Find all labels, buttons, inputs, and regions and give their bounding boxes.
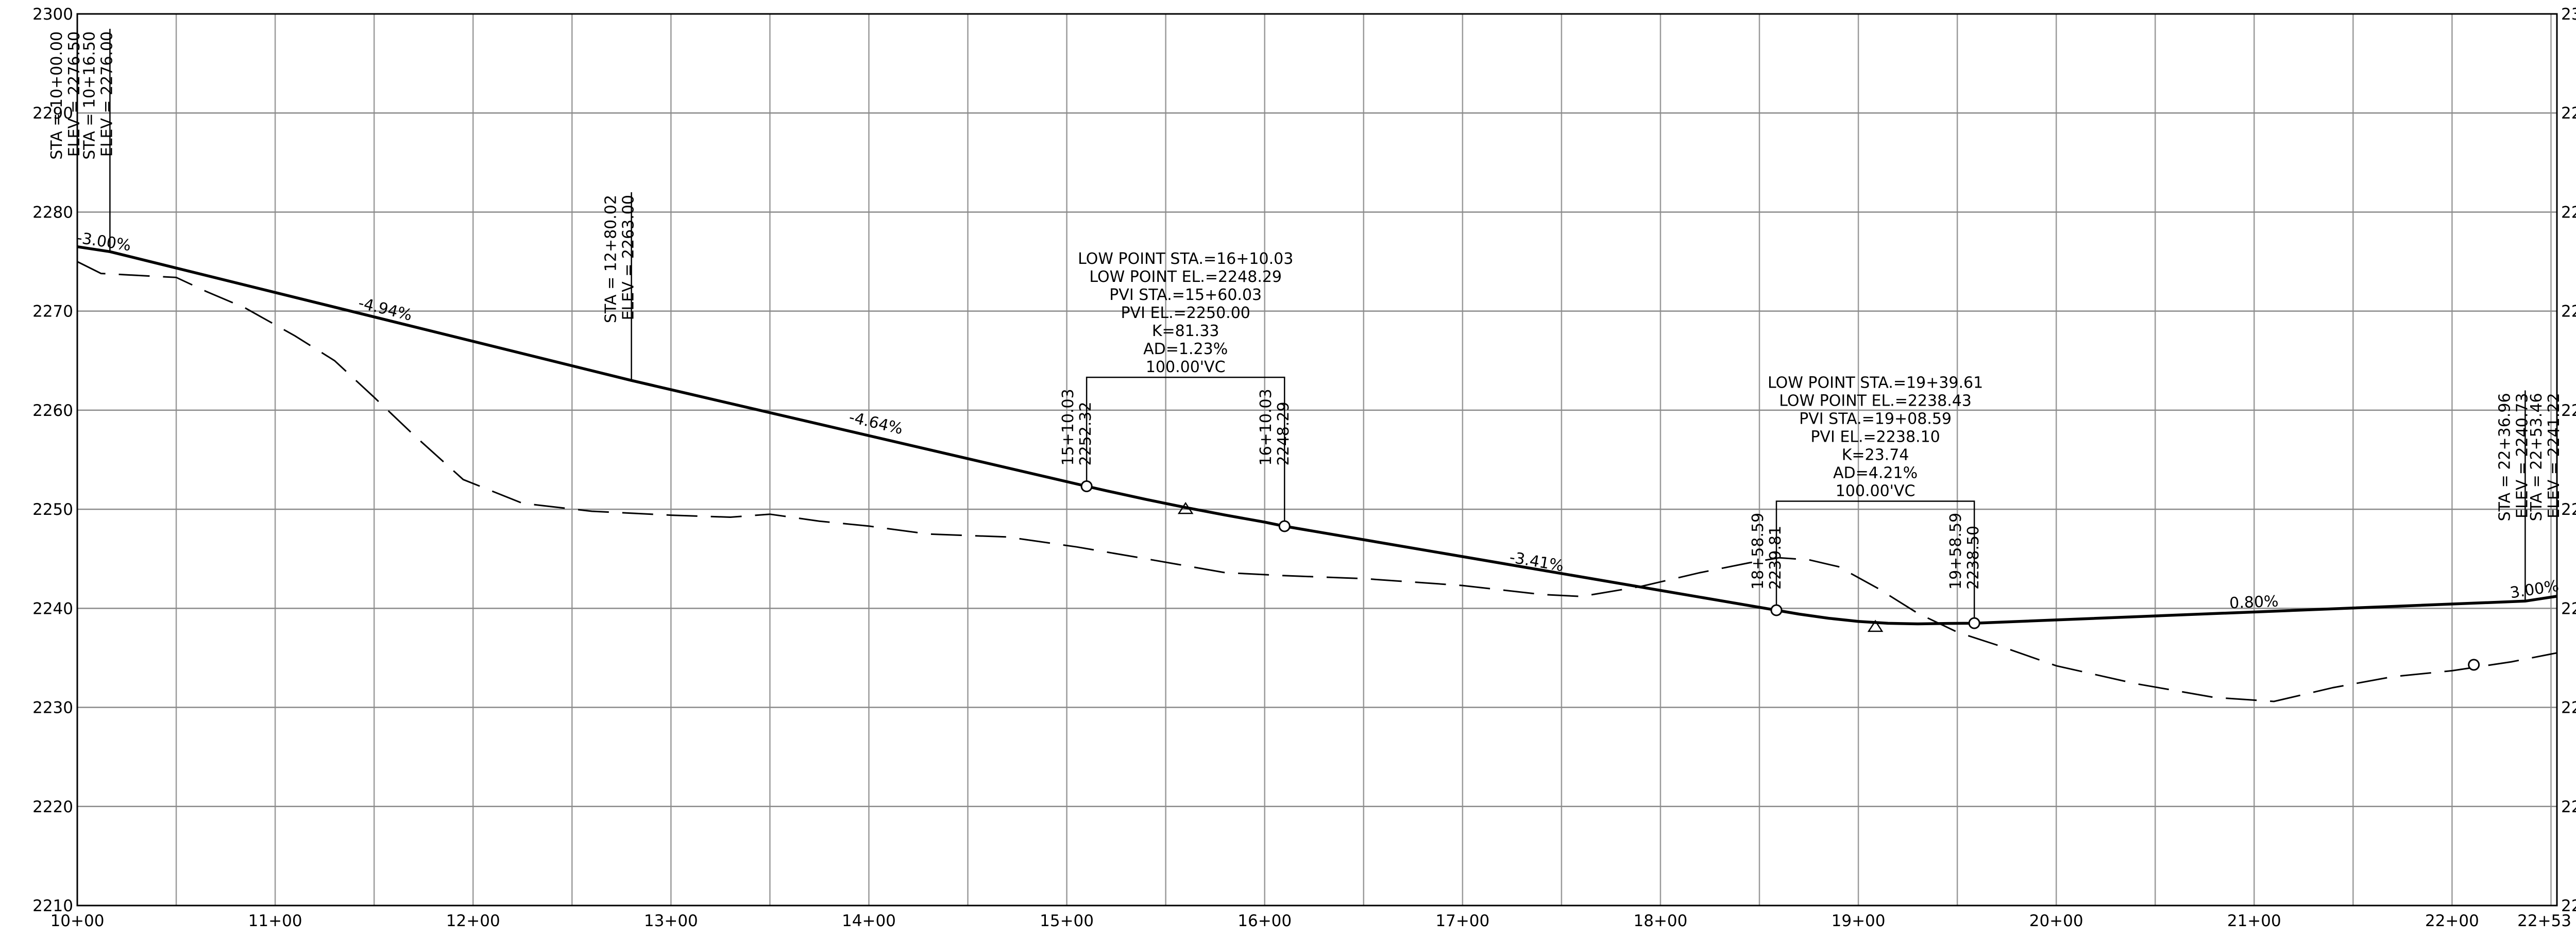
y-tick-label-left: 2210 bbox=[32, 897, 73, 915]
evc-marker bbox=[1968, 617, 1980, 629]
vc-info-line: LOW POINT EL.=2238.43 bbox=[1779, 392, 1972, 410]
x-tick-label: 20+00 bbox=[2029, 912, 2083, 930]
y-tick-label-right: 2250 bbox=[2561, 500, 2576, 519]
y-tick-label-left: 2290 bbox=[32, 104, 73, 123]
vc-station-label: 18+58.59 bbox=[1749, 513, 1767, 590]
x-tick-label: 22+00 bbox=[2425, 912, 2479, 930]
proposed-grade-line bbox=[77, 245, 2557, 626]
x-tick-label: 19+00 bbox=[1832, 912, 1886, 930]
y-tick-label-left: 2270 bbox=[32, 303, 73, 321]
plot-frame bbox=[76, 13, 2558, 907]
station-callout-label: ELEV = 2276.50 bbox=[65, 31, 83, 157]
vc-info-line: LOW POINT STA.=16+10.03 bbox=[1078, 250, 1293, 268]
station-callout-label: STA = 12+80.02 bbox=[602, 195, 620, 323]
y-tick-label-right: 2240 bbox=[2561, 599, 2576, 618]
y-tick-label-right: 2290 bbox=[2561, 104, 2576, 123]
vc-info-line: PVI STA.=15+60.03 bbox=[1109, 286, 1262, 304]
y-tick-label-left: 2280 bbox=[32, 203, 73, 222]
vc-info-line: AD=1.23% bbox=[1143, 340, 1228, 358]
y-tick-label-right: 2300 bbox=[2561, 5, 2576, 24]
y-tick-label-right: 2270 bbox=[2561, 303, 2576, 321]
y-tick-label-left: 2250 bbox=[32, 500, 73, 519]
station-callout-label: ELEV = 2276.00 bbox=[98, 31, 116, 157]
station-callout-label: ELEV = 2241.22 bbox=[2545, 393, 2563, 518]
vc-info-line: PVI STA.=19+08.59 bbox=[1799, 410, 1952, 428]
x-tick-label: 11+00 bbox=[248, 912, 302, 930]
grade-slope-label: -3.41% bbox=[1508, 548, 1565, 575]
vc-info-line: 100.00'VC bbox=[1146, 358, 1226, 376]
y-tick-label-right: 2220 bbox=[2561, 798, 2576, 816]
vc-info-line: LOW POINT STA.=19+39.61 bbox=[1768, 374, 1983, 392]
y-tick-label-left: 2260 bbox=[32, 401, 73, 420]
pvi-triangle-marker bbox=[1177, 501, 1194, 514]
annotations: -3.00%-4.94%-4.64%-3.41%0.80%3.00%15+10.… bbox=[48, 28, 2563, 671]
point-marker bbox=[2468, 659, 2480, 671]
station-callout-label: STA = 10+16.50 bbox=[80, 31, 98, 160]
vc-info-line: K=81.33 bbox=[1152, 322, 1219, 340]
vc-station-label: 2248.29 bbox=[1275, 401, 1293, 465]
vc-info-line: K=23.74 bbox=[1842, 446, 1909, 464]
bvc-marker bbox=[1770, 604, 1783, 616]
axes: 2210 2210 2220 2220 2230 2230 2240 2240 2250 2250… bbox=[32, 5, 2576, 930]
station-callout-label: STA = 22+36.96 bbox=[2496, 393, 2514, 521]
grid bbox=[77, 14, 2557, 906]
grade-slope-label: 0.80% bbox=[2229, 593, 2279, 613]
x-tick-label: 18+00 bbox=[1634, 912, 1688, 930]
grade-slope-label: 3.00% bbox=[2509, 577, 2561, 602]
station-callout-label: STA = 10+00.00 bbox=[48, 31, 66, 160]
vc-station-label: 2252.32 bbox=[1077, 401, 1095, 465]
x-tick-label: 14+00 bbox=[842, 912, 896, 930]
grade-slope-label: -3.00% bbox=[75, 229, 132, 255]
vc-station-label: 2239.81 bbox=[1767, 526, 1785, 590]
station-callout-label: ELEV = 2240.73 bbox=[2513, 393, 2531, 518]
x-tick-label: 17+00 bbox=[1435, 912, 1489, 930]
x-tick-label: 21+00 bbox=[2227, 912, 2281, 930]
station-callout-label: STA = 22+53.46 bbox=[2528, 393, 2546, 521]
vertical-curve-bracket bbox=[1086, 376, 1285, 521]
existing-ground-line bbox=[77, 261, 2557, 702]
vc-station-label: 19+58.59 bbox=[1947, 513, 1965, 590]
y-tick-label-right: 2280 bbox=[2561, 203, 2576, 222]
bvc-marker bbox=[1080, 480, 1093, 493]
vc-info-line: 100.00'VC bbox=[1836, 482, 1916, 500]
x-tick-label: 12+00 bbox=[446, 912, 500, 930]
y-tick-label-left: 2220 bbox=[32, 798, 73, 816]
vertical-curve-bracket bbox=[1775, 500, 1975, 618]
y-tick-label-right: 2230 bbox=[2561, 699, 2576, 717]
vc-info-line: PVI EL.=2250.00 bbox=[1121, 304, 1250, 322]
vc-station-label: 16+10.03 bbox=[1257, 389, 1275, 465]
evc-marker bbox=[1278, 520, 1291, 532]
y-tick-label-right: 2210 bbox=[2561, 897, 2576, 915]
y-tick-label-left: 2240 bbox=[32, 599, 73, 618]
vc-info-line: AD=4.21% bbox=[1833, 464, 1918, 482]
x-tick-label: 13+00 bbox=[644, 912, 698, 930]
series-layer bbox=[77, 245, 2557, 702]
y-tick-label-left: 2300 bbox=[32, 5, 73, 24]
y-tick-label-left: 2230 bbox=[32, 699, 73, 717]
x-tick-label: 10+00 bbox=[50, 912, 105, 930]
vc-info-line: LOW POINT EL.=2248.29 bbox=[1089, 268, 1282, 286]
x-tick-label: 22+53 bbox=[2517, 912, 2571, 930]
x-tick-label: 15+00 bbox=[1040, 912, 1094, 930]
vc-station-label: 15+10.03 bbox=[1059, 389, 1077, 465]
vc-info-line: PVI EL.=2238.10 bbox=[1810, 428, 1940, 446]
x-tick-label: 16+00 bbox=[1238, 912, 1292, 930]
vc-station-label: 2238.50 bbox=[1964, 526, 1982, 590]
pvi-triangle-marker bbox=[1867, 619, 1884, 632]
y-tick-label-right: 2260 bbox=[2561, 401, 2576, 420]
station-callout-label: ELEV = 2263.00 bbox=[620, 195, 638, 320]
